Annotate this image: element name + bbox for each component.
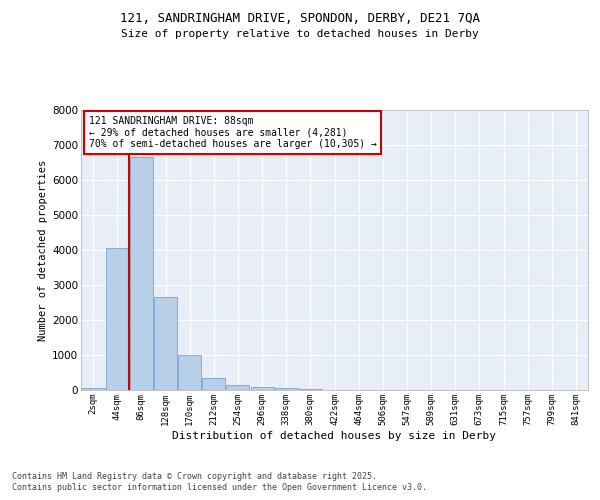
Text: 121 SANDRINGHAM DRIVE: 88sqm
← 29% of detached houses are smaller (4,281)
70% of: 121 SANDRINGHAM DRIVE: 88sqm ← 29% of de… [89, 116, 376, 149]
Bar [299, 388, 322, 390]
Text: Contains HM Land Registry data © Crown copyright and database right 2025.: Contains HM Land Registry data © Crown c… [12, 472, 377, 481]
Bar [251, 386, 274, 390]
Bar [275, 388, 298, 390]
Text: 121, SANDRINGHAM DRIVE, SPONDON, DERBY, DE21 7QA: 121, SANDRINGHAM DRIVE, SPONDON, DERBY, … [120, 12, 480, 26]
Bar [82, 388, 104, 390]
Text: Contains public sector information licensed under the Open Government Licence v3: Contains public sector information licen… [12, 483, 427, 492]
Bar [178, 355, 201, 390]
Y-axis label: Number of detached properties: Number of detached properties [38, 160, 48, 340]
X-axis label: Distribution of detached houses by size in Derby: Distribution of detached houses by size … [173, 430, 497, 440]
Bar [106, 248, 128, 390]
Bar [226, 386, 250, 390]
Text: Size of property relative to detached houses in Derby: Size of property relative to detached ho… [121, 29, 479, 39]
Bar [202, 378, 225, 390]
Bar [130, 157, 153, 390]
Bar [154, 297, 177, 390]
